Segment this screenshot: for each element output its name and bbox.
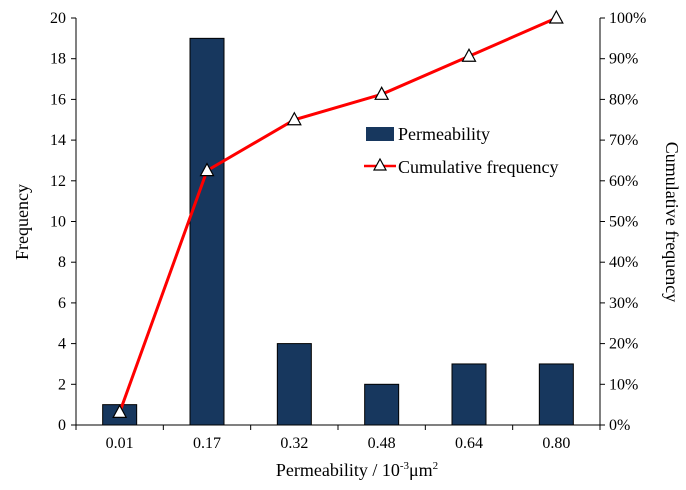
line-point bbox=[286, 111, 302, 126]
cumulative-polyline bbox=[118, 16, 557, 413]
y2-tick-label: 80% bbox=[609, 91, 638, 108]
legend-marker-icon bbox=[372, 157, 388, 171]
y-tick-label: 2 bbox=[58, 376, 66, 393]
cumulative-line bbox=[112, 9, 564, 418]
x-tick-label: 0.32 bbox=[280, 435, 308, 452]
y-tick-label: 16 bbox=[50, 91, 66, 108]
y-axis-title: Frequency bbox=[12, 184, 32, 260]
legend: Permeability Cumulative frequency bbox=[364, 124, 558, 177]
line-point bbox=[199, 162, 215, 177]
y2-tick-label: 100% bbox=[609, 10, 646, 27]
bar bbox=[364, 383, 400, 426]
x-tick-label: 0.17 bbox=[193, 435, 221, 452]
legend-label-bar: Permeability bbox=[398, 124, 490, 144]
x-axis-title-sup1: -3 bbox=[400, 460, 410, 472]
y-tick-label: 18 bbox=[50, 51, 66, 68]
y-tick-label: 6 bbox=[58, 295, 66, 312]
y-tick-label: 0 bbox=[58, 417, 66, 434]
axes bbox=[71, 17, 605, 430]
y-tick-label: 12 bbox=[50, 173, 66, 190]
x-axis-title: Permeability / 10-3μm2 bbox=[276, 460, 438, 480]
bar bbox=[538, 363, 574, 426]
x-axis-title-sup2: 2 bbox=[433, 460, 439, 472]
y-tick-label: 4 bbox=[58, 336, 66, 353]
y-tick-label: 10 bbox=[50, 214, 66, 231]
bar bbox=[189, 37, 225, 426]
bar bbox=[451, 363, 487, 426]
y-tick-label: 8 bbox=[58, 254, 66, 271]
line-point bbox=[374, 86, 390, 100]
x-tick-label: 0.80 bbox=[542, 435, 570, 452]
x-tick-label: 0.64 bbox=[455, 435, 483, 452]
legend-bar-swatch bbox=[366, 127, 394, 141]
y-tick-label: 20 bbox=[50, 10, 66, 27]
x-tick-label: 0.01 bbox=[106, 435, 134, 452]
y2-tick-label: 20% bbox=[609, 336, 638, 353]
y2-tick-label: 60% bbox=[609, 173, 638, 190]
x-axis-title-main: Permeability / 10 bbox=[276, 460, 400, 480]
x-tick-label: 0.48 bbox=[368, 435, 396, 452]
x-axis-title-mid: μm bbox=[409, 460, 433, 480]
y2-tick-label: 70% bbox=[609, 132, 638, 149]
y2-tick-label: 0% bbox=[609, 417, 630, 434]
line-point bbox=[461, 47, 477, 62]
legend-label-line: Cumulative frequency bbox=[398, 157, 558, 177]
line-point bbox=[548, 9, 564, 24]
y2-tick-label: 50% bbox=[609, 214, 638, 231]
tick-labels: 0 2 4 6 8 10 12 14 16 18 20 0% 10% 20% 30% 40% 50% 60% 70%… bbox=[50, 10, 646, 452]
line-point bbox=[112, 404, 128, 418]
bar bbox=[276, 343, 312, 426]
y-tick-label: 14 bbox=[50, 132, 66, 149]
y2-tick-label: 30% bbox=[609, 295, 638, 312]
bars bbox=[102, 37, 574, 426]
y2-tick-label: 90% bbox=[609, 51, 638, 68]
y2-tick-label: 40% bbox=[609, 254, 638, 271]
y2-tick-label: 10% bbox=[609, 376, 638, 393]
y2-axis-title: Cumulative frequency bbox=[662, 142, 682, 302]
